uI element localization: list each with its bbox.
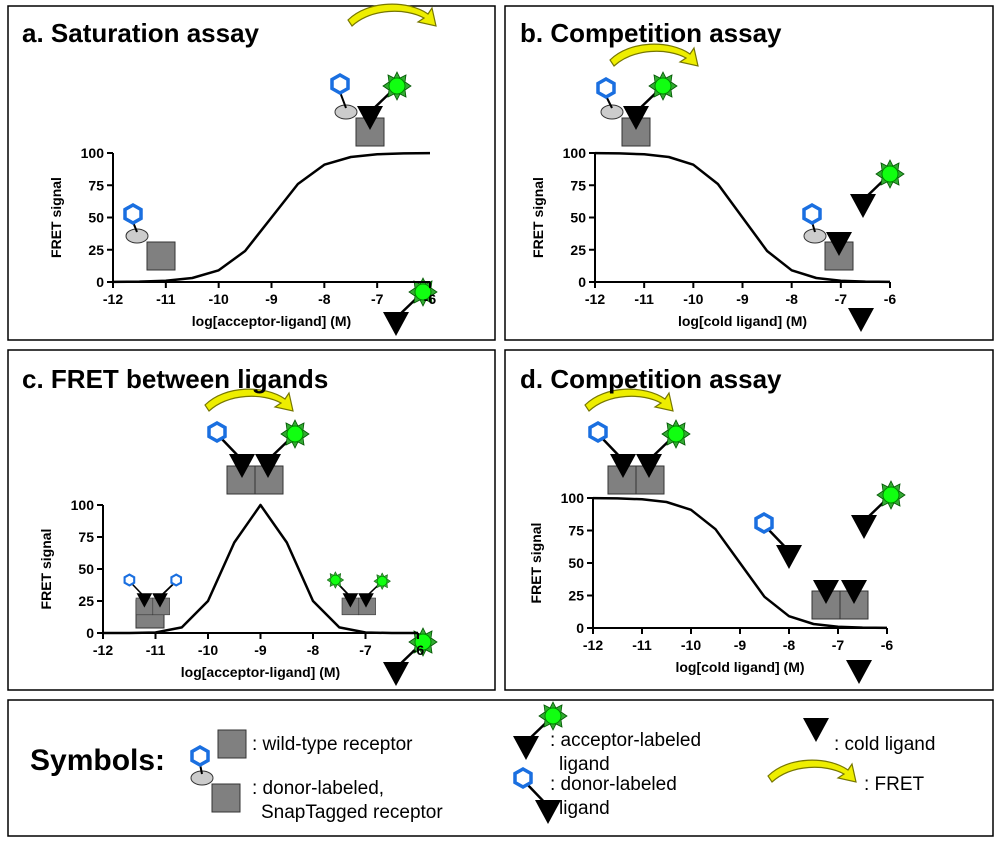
- icons: [123, 3, 905, 824]
- legend-text: : donor-labeled,: [252, 778, 384, 799]
- y-axis-label: FRET signal: [38, 529, 54, 610]
- x-tick-label: -6: [881, 637, 894, 653]
- x-axis-label: log[cold ligand] (M): [678, 313, 807, 329]
- curve: [592, 496, 888, 630]
- x-tick-label: -8: [783, 637, 796, 653]
- x-tick-label: -9: [734, 637, 747, 653]
- legend-text: ligand: [559, 754, 610, 775]
- legend-text: : FRET: [864, 774, 925, 795]
- y-tick-label: 25: [568, 588, 584, 604]
- legend-text: : wild-type receptor: [252, 734, 413, 755]
- x-tick-label: -11: [632, 637, 652, 653]
- x-tick-label: -6: [884, 291, 897, 307]
- x-axis-label: log[cold ligand] (M): [675, 659, 804, 675]
- legend-text: : donor-labeled: [550, 774, 677, 795]
- panel: [504, 349, 994, 691]
- y-tick-label: 50: [568, 555, 584, 571]
- x-tick-label: -10: [683, 291, 703, 307]
- x-tick-label: -6: [412, 642, 425, 658]
- panel-title: d. Competition assay: [520, 364, 782, 394]
- x-tick-label: -7: [835, 291, 848, 307]
- x-tick-label: -12: [93, 642, 113, 658]
- x-tick-label: -12: [585, 291, 605, 307]
- y-tick-label: 75: [568, 523, 584, 539]
- x-tick-label: -10: [209, 291, 229, 307]
- legend-text: : cold ligand: [834, 734, 935, 755]
- legend-title: Symbols:: [30, 744, 165, 777]
- x-tick-label: -11: [156, 291, 176, 307]
- y-tick-label: 25: [78, 593, 94, 609]
- panel: [7, 5, 496, 341]
- y-tick-label: 100: [71, 497, 95, 513]
- x-tick-label: -9: [254, 642, 267, 658]
- y-tick-label: 75: [570, 177, 586, 193]
- x-tick-label: -8: [318, 291, 331, 307]
- curve: [103, 503, 418, 635]
- y-axis-label: FRET signal: [530, 177, 546, 258]
- legend-text: : acceptor-labeled: [550, 730, 701, 751]
- y-tick-label: 0: [86, 625, 94, 641]
- x-tick-label: -10: [198, 642, 218, 658]
- x-tick-label: -9: [736, 291, 749, 307]
- x-axis-label: log[acceptor-ligand] (M): [192, 313, 351, 329]
- legend-text: SnapTagged receptor: [261, 802, 443, 823]
- x-tick-label: -9: [265, 291, 278, 307]
- y-tick-label: 50: [570, 210, 586, 226]
- y-axis-label: FRET signal: [528, 523, 544, 604]
- x-tick-label: -7: [359, 642, 372, 658]
- x-tick-label: -7: [832, 637, 845, 653]
- x-tick-label: -12: [583, 637, 603, 653]
- legend-text: ligand: [559, 798, 610, 819]
- y-tick-label: 25: [570, 242, 586, 258]
- x-tick-label: -10: [681, 637, 701, 653]
- y-tick-label: 100: [563, 145, 587, 161]
- panel-title: a. Saturation assay: [22, 18, 260, 48]
- y-tick-label: 0: [96, 274, 104, 290]
- x-tick-label: -8: [785, 291, 798, 307]
- panel-title: c. FRET between ligands: [22, 364, 328, 394]
- panel: [504, 5, 994, 341]
- curve: [594, 151, 891, 284]
- y-tick-label: 100: [81, 145, 105, 161]
- y-tick-label: 75: [88, 177, 104, 193]
- x-tick-label: -7: [371, 291, 384, 307]
- y-tick-label: 0: [576, 620, 584, 636]
- y-tick-label: 50: [88, 210, 104, 226]
- y-tick-label: 100: [561, 490, 585, 506]
- y-axis-label: FRET signal: [48, 177, 64, 258]
- y-tick-label: 75: [78, 529, 94, 545]
- y-tick-label: 0: [578, 274, 586, 290]
- y-tick-label: 50: [78, 561, 94, 577]
- x-axis-label: log[acceptor-ligand] (M): [181, 664, 340, 680]
- x-tick-label: -12: [103, 291, 123, 307]
- x-tick-label: -8: [307, 642, 320, 658]
- y-tick-label: 25: [88, 242, 104, 258]
- x-tick-label: -11: [146, 642, 166, 658]
- panel-title: b. Competition assay: [520, 18, 782, 48]
- x-tick-label: -11: [634, 291, 654, 307]
- curve: [112, 151, 431, 284]
- x-tick-label: -6: [424, 291, 437, 307]
